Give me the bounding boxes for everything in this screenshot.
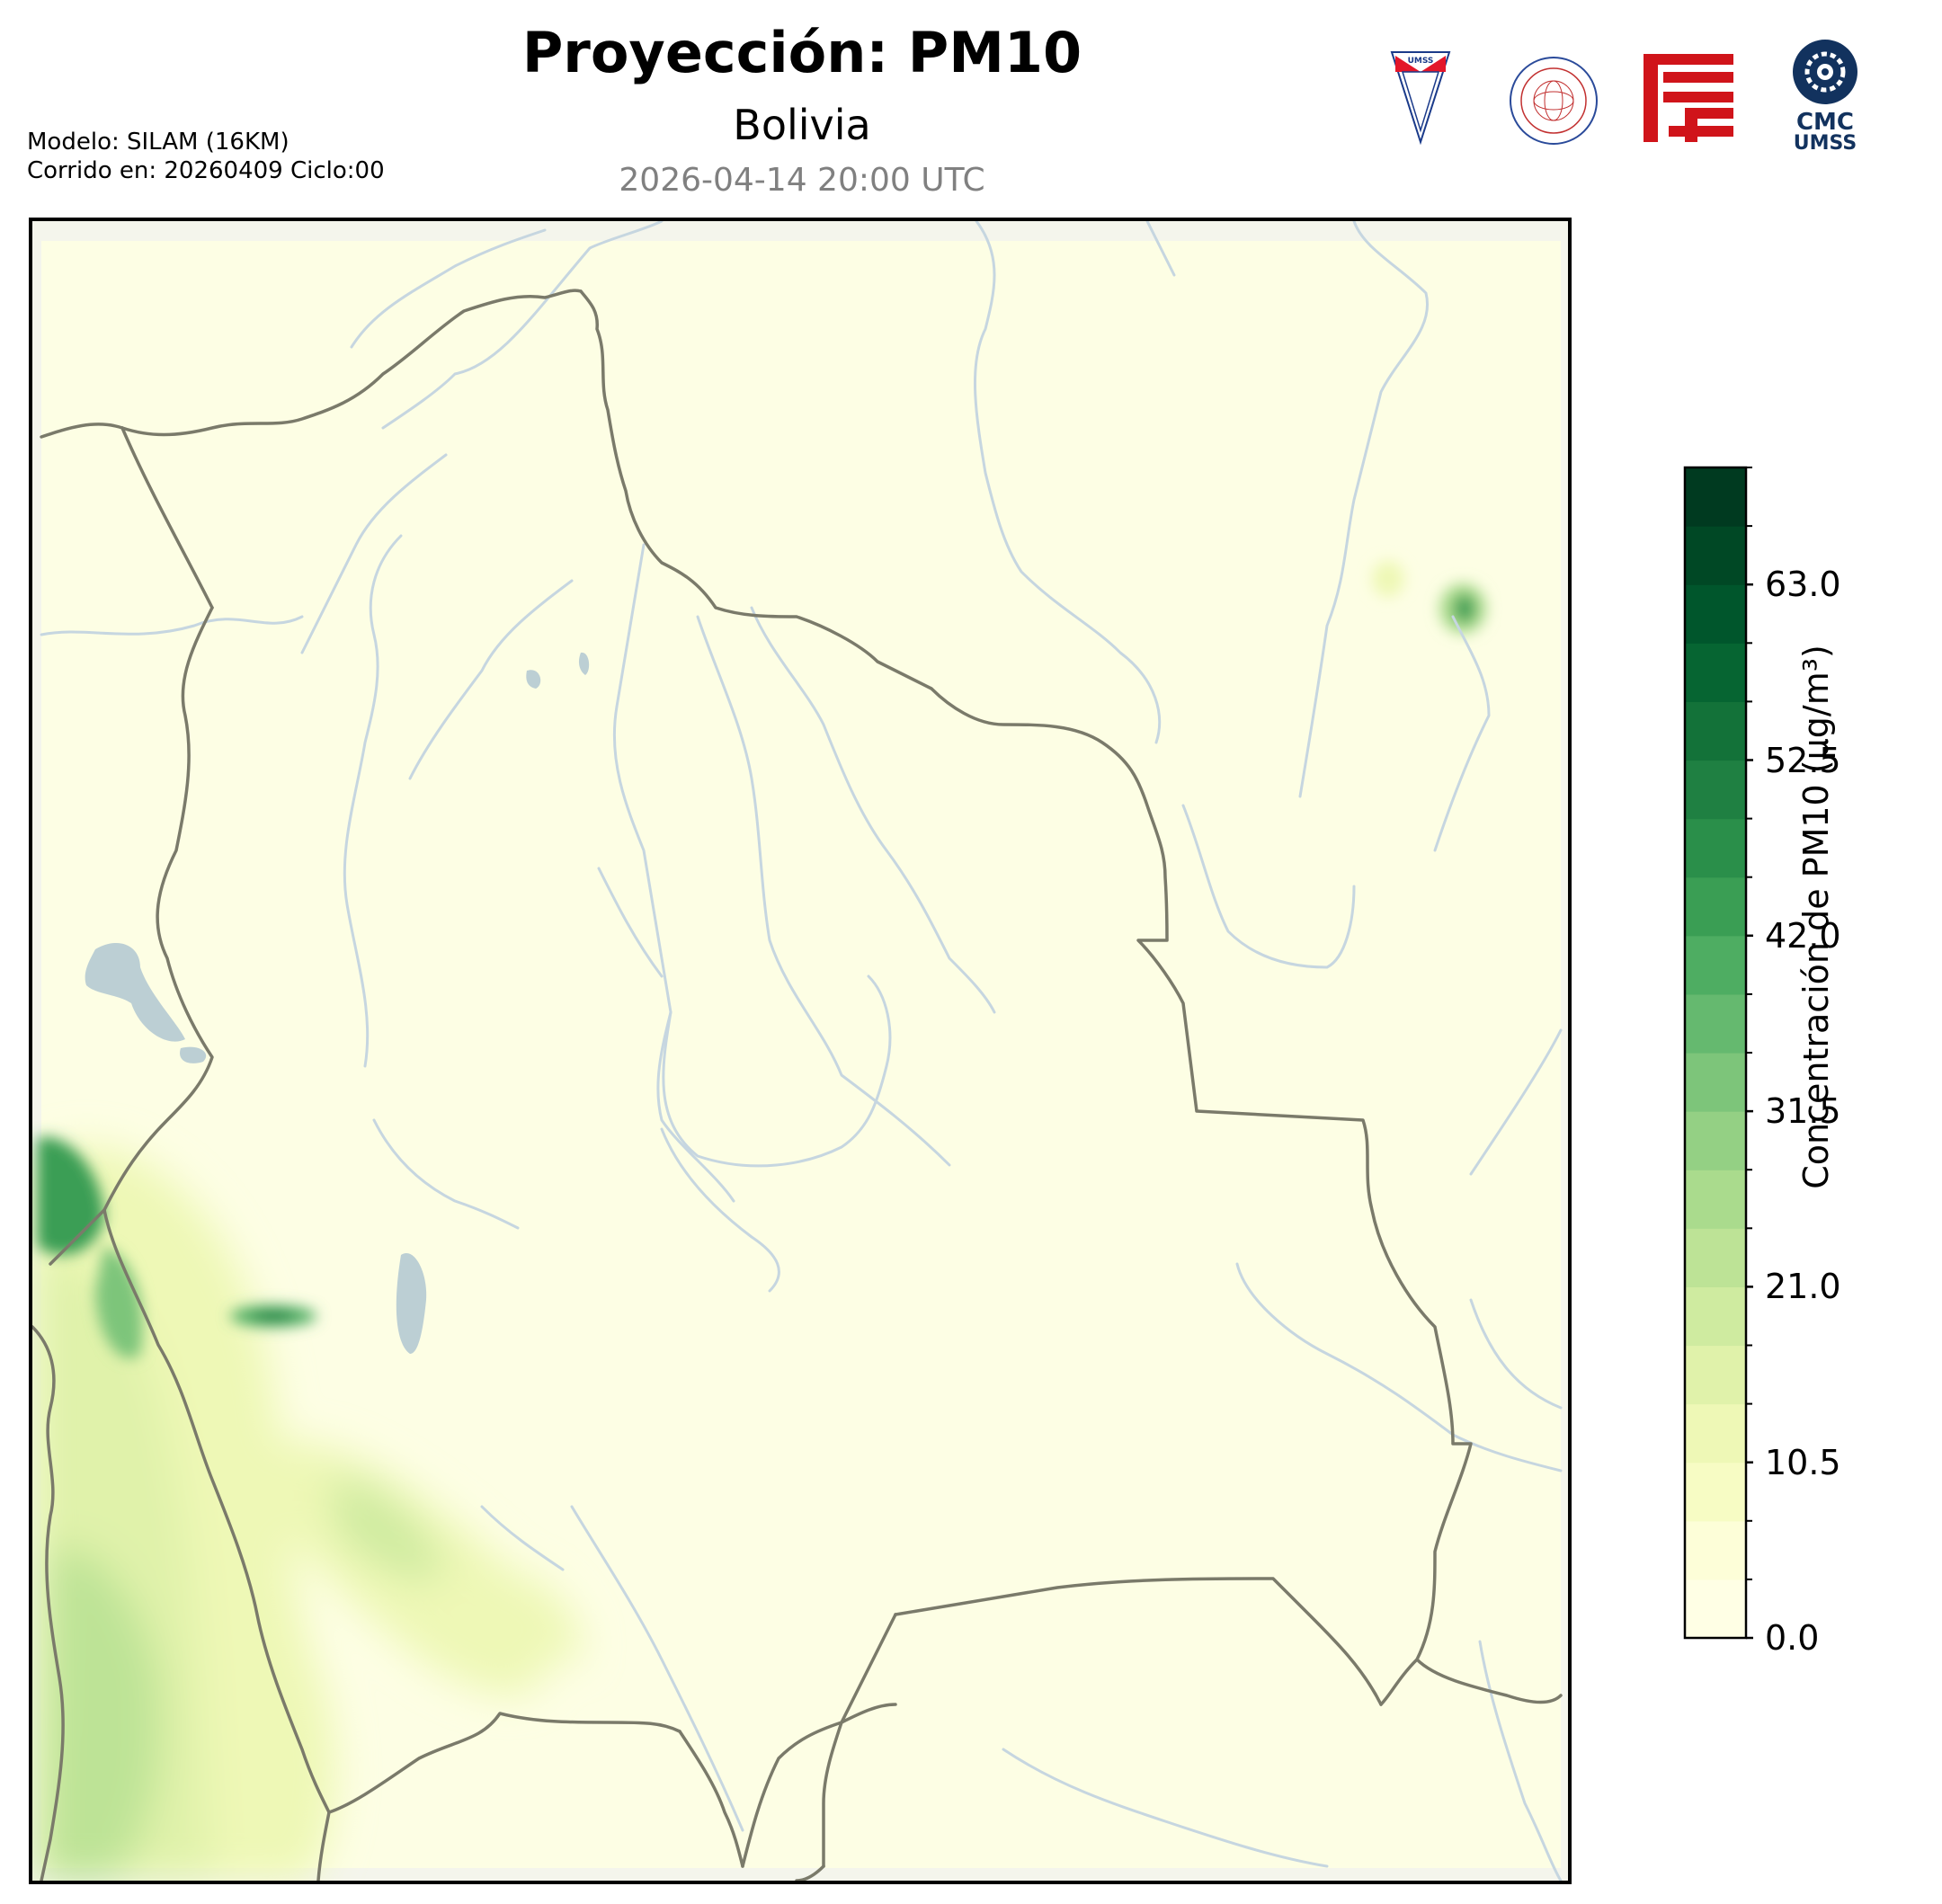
colorbar-tick-label: 63.0 [1765, 565, 1841, 605]
rivers [40, 221, 1563, 1881]
umss-logo: UMSS [1390, 51, 1451, 146]
model-run: Corrido en: 20260409 Ciclo:00 [27, 157, 385, 184]
colorbar-segment [1685, 1170, 1746, 1229]
colorbar-segment [1685, 935, 1746, 995]
cmc-logo-text: CMC [1796, 109, 1854, 136]
colorbar-segment [1685, 876, 1746, 937]
colorbar-segment [1685, 467, 1746, 527]
colorbar-segment [1685, 1403, 1746, 1464]
umss-logo-text-2: UMSS [1794, 132, 1857, 153]
colorbar-segment [1685, 1579, 1746, 1639]
chart-subtitle: Bolivia [733, 101, 871, 149]
border-bolivia [579, 289, 1473, 1706]
colorbar-tick-label: 21.0 [1765, 1267, 1841, 1307]
physics-department-logo [1510, 57, 1598, 145]
colorbar-segment [1685, 1286, 1746, 1347]
colorbar-tick-label: 10.5 [1765, 1442, 1841, 1482]
colorbar-tick-label: 52.5 [1765, 740, 1841, 780]
country-borders [32, 289, 1563, 1881]
colorbar-segment [1685, 1111, 1746, 1170]
colorbar-segment [1685, 643, 1746, 702]
colorbar-segment [1685, 760, 1746, 820]
colorbar-segment [1685, 1053, 1746, 1112]
chart-title: Proyección: PM10 [521, 20, 1082, 85]
map-panel [29, 218, 1572, 1884]
colorbar-segment [1685, 701, 1746, 761]
pm10-concentration-field [32, 561, 1486, 1881]
institution-logos: UMSS CMC UMSS [1385, 36, 1888, 155]
colorbar [1683, 466, 1753, 1640]
forecast-datetime: 2026-04-14 20:00 UTC [619, 162, 985, 199]
colorbar-segment [1685, 1462, 1746, 1522]
model-name: Modelo: SILAM (16KM) [27, 129, 290, 156]
colorbar-tick-label: 31.5 [1765, 1091, 1841, 1132]
cmc-umss-logo: CMC UMSS [1793, 40, 1857, 155]
colorbar-segment [1685, 526, 1746, 585]
colorbar-segment [1685, 584, 1746, 644]
colorbar-segment [1685, 993, 1746, 1054]
lakes [85, 652, 590, 1354]
colorbar-segment [1685, 1345, 1746, 1405]
umss-logo-text: UMSS [1408, 57, 1434, 66]
lake-titicaca [85, 942, 185, 1042]
colorbar-segment [1685, 818, 1746, 878]
lake-poopo [396, 1253, 427, 1354]
colorbar-segment [1685, 1520, 1746, 1580]
red-glyph-logo [1644, 54, 1733, 142]
colorbar-segment [1685, 1228, 1746, 1287]
colorbar-tick-label: 0.0 [1765, 1618, 1820, 1658]
model-info: Modelo: SILAM (16KM) Corrido en: 2026040… [27, 128, 385, 185]
colorbar-tick-label: 42.0 [1765, 915, 1841, 956]
